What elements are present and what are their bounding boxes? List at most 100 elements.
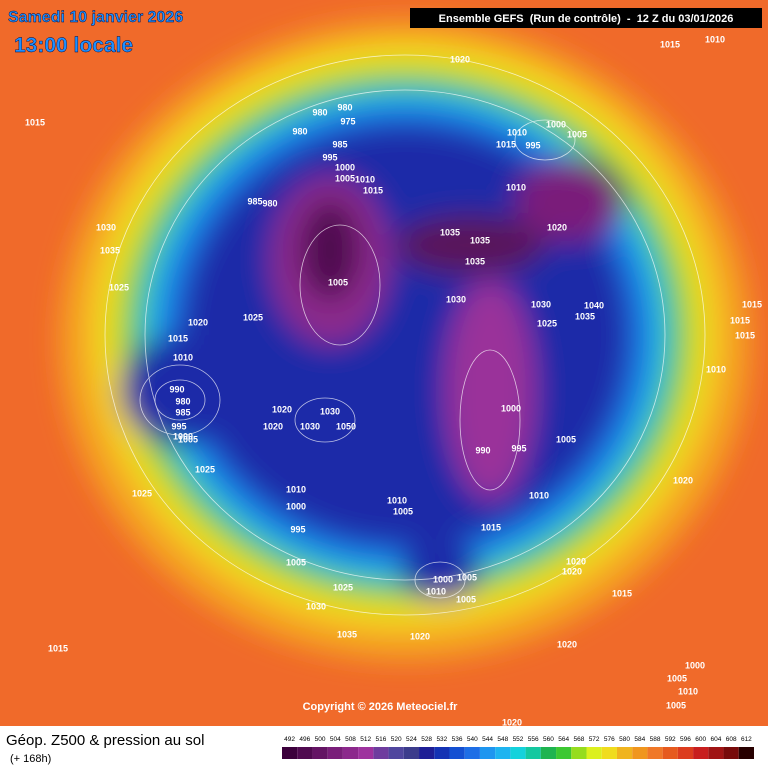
isobar-label: 1020 <box>562 566 582 576</box>
color-swatch <box>693 747 709 759</box>
isobar-label: 980 <box>337 102 352 112</box>
isobar-label: 1050 <box>336 421 356 431</box>
isobar-label: 1000 <box>546 119 566 129</box>
scale-label: 496 <box>299 736 310 743</box>
isobar-label: 1025 <box>132 488 152 498</box>
scale-label: 588 <box>650 736 661 743</box>
color-swatch <box>571 747 587 759</box>
color-swatch <box>419 747 435 759</box>
isobar-label: 1010 <box>507 127 527 137</box>
isobar-label: 1005 <box>286 557 306 567</box>
isobar-label: 980 <box>292 126 307 136</box>
color-swatch <box>358 747 374 759</box>
scale-label: 580 <box>619 736 630 743</box>
isobar-label: 1015 <box>25 117 45 127</box>
color-swatch <box>327 747 343 759</box>
isobar-label: 1025 <box>195 464 215 474</box>
scale-label: 572 <box>589 736 600 743</box>
isobar-label: 1010 <box>355 174 375 184</box>
isobar-label: 1010 <box>705 34 725 44</box>
isobar-label: 1010 <box>173 352 193 362</box>
isobar-label: 990 <box>169 384 184 394</box>
isobars <box>104 54 706 616</box>
run-box <box>410 8 762 28</box>
isobar-label: 985 <box>175 407 190 417</box>
scale-label: 516 <box>376 736 387 743</box>
isobar-label: 1035 <box>100 245 120 255</box>
isobar-label: 1000 <box>433 574 453 584</box>
isobar-label: 1020 <box>188 317 208 327</box>
isobar-label: 1015 <box>735 330 755 340</box>
color-swatch <box>449 747 465 759</box>
isobar-label: 1010 <box>706 364 726 374</box>
color-swatch <box>282 747 298 759</box>
isobar-label: 1025 <box>537 318 557 328</box>
color-swatch <box>723 747 739 759</box>
scale-label: 568 <box>573 736 584 743</box>
isobar-label: 1020 <box>547 222 567 232</box>
scale-label: 596 <box>680 736 691 743</box>
scale-label: 584 <box>634 736 645 743</box>
scale-label: 600 <box>695 736 706 743</box>
scale-label: 492 <box>284 736 295 743</box>
color-swatch <box>312 747 328 759</box>
color-swatch <box>495 747 511 759</box>
isobar-label: 980 <box>312 107 327 117</box>
isobar-label: 1035 <box>440 227 460 237</box>
color-swatch <box>708 747 724 759</box>
color-scale: 492 496 500 504 508 512 516 520 524 528 532 536 540 5… <box>282 736 754 759</box>
color-swatch <box>632 747 648 759</box>
scale-label: 508 <box>345 736 356 743</box>
color-swatch <box>601 747 617 759</box>
isobar-label: 1030 <box>306 601 326 611</box>
isobar-label: 1015 <box>363 185 383 195</box>
isobar-label: 1010 <box>506 182 526 192</box>
isobar-label: 1010 <box>426 586 446 596</box>
isobar-label: 1010 <box>529 490 549 500</box>
color-swatch <box>556 747 572 759</box>
isobar-label: 1000 <box>685 660 705 670</box>
scale-label: 544 <box>482 736 493 743</box>
scale-label: 548 <box>497 736 508 743</box>
scale-label: 524 <box>406 736 417 743</box>
isobar-label: 1015 <box>730 315 750 325</box>
isobar-label: 995 <box>290 524 305 534</box>
isobar-label: 1010 <box>387 495 407 505</box>
local-time: 13:00 locale <box>14 34 133 57</box>
isobar-label: 995 <box>511 443 526 453</box>
scale-label: 540 <box>467 736 478 743</box>
isobar-label: 1030 <box>300 421 320 431</box>
isobar-label: 1015 <box>612 588 632 598</box>
isobar-label: 1005 <box>393 506 413 516</box>
scale-label: 612 <box>741 736 752 743</box>
isobar-label: 1035 <box>465 256 485 266</box>
scale-label: 576 <box>604 736 615 743</box>
scale-label: 608 <box>726 736 737 743</box>
isobar-label: 980 <box>175 396 190 406</box>
isobar-label: 1030 <box>96 222 116 232</box>
isobar-label: 1035 <box>575 311 595 321</box>
color-swatch <box>586 747 602 759</box>
isobar-label: 1030 <box>446 294 466 304</box>
isobar-label: 1015 <box>742 299 762 309</box>
color-swatch <box>388 747 404 759</box>
isobar-label: 1005 <box>556 434 576 444</box>
isobar-label: 1005 <box>457 572 477 582</box>
scale-label: 556 <box>528 736 539 743</box>
field <box>0 0 768 726</box>
isobar-label: 1015 <box>496 139 516 149</box>
copyright: Copyright © 2026 Meteociel.fr <box>303 701 459 713</box>
isobar-label: 1005 <box>178 434 198 444</box>
color-swatch <box>525 747 541 759</box>
footer-title: Géop. Z500 & pression au sol <box>6 732 204 749</box>
color-swatch <box>510 747 526 759</box>
isobar-label: 1020 <box>566 556 586 566</box>
isobar-label: 995 <box>171 421 186 431</box>
isobar-label: 1040 <box>584 300 604 310</box>
scale-label: 520 <box>391 736 402 743</box>
scale-label: 536 <box>452 736 463 743</box>
footer-lead: (+ 168h) <box>10 753 51 765</box>
